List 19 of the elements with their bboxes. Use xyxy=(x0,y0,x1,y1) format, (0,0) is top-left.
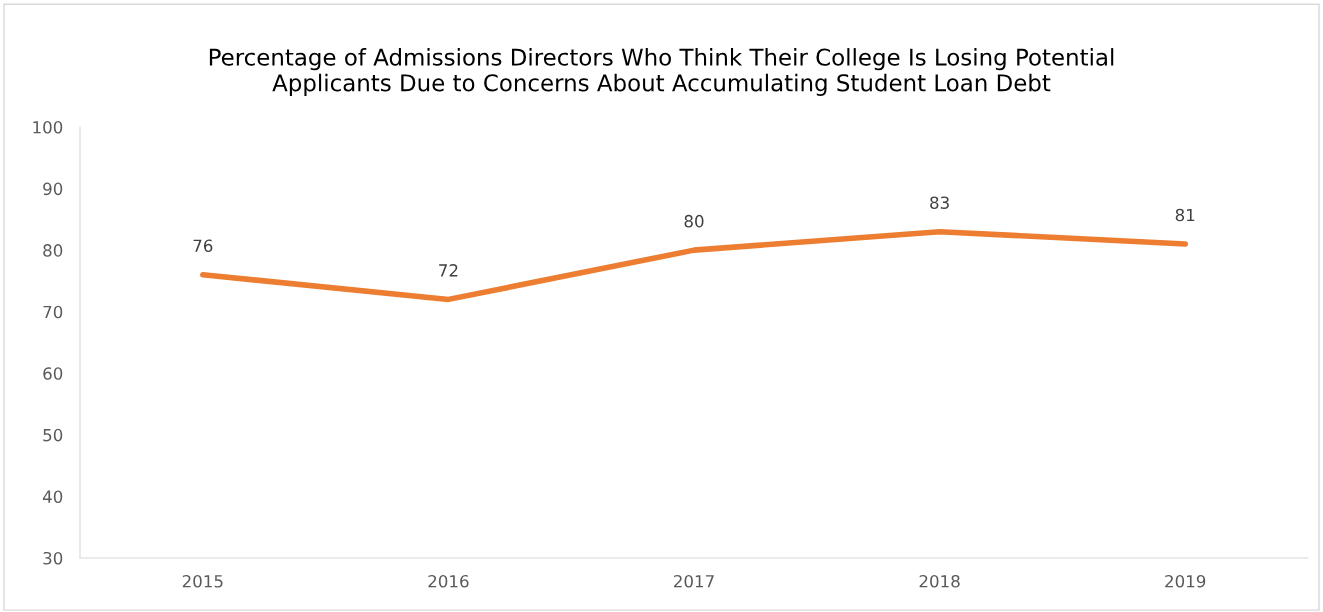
data-label: 83 xyxy=(930,196,949,209)
y-tick-label: 30 xyxy=(43,551,63,565)
y-tick-label: 100 xyxy=(33,120,63,134)
y-tick-label: 40 xyxy=(42,490,63,503)
y-tick-label: 90 xyxy=(43,182,63,196)
y-tick-label: 50 xyxy=(43,428,63,442)
data-label: 72 xyxy=(439,264,458,277)
x-tick-label: 2019 xyxy=(1165,574,1206,588)
data-label: 76 xyxy=(193,239,213,253)
x-tick-label: 2015 xyxy=(182,574,223,588)
x-tick-label: 2016 xyxy=(428,574,469,588)
x-tick-label: 2018 xyxy=(919,574,960,588)
y-tick-label: 80 xyxy=(43,244,63,257)
chart-title: Percentage of Admissions Directors Who Think Their College Is Losing Potential Applicants Due to Concerns About Accumulating Student Loan Debt xyxy=(209,48,1114,96)
x-tick-label: 2017 xyxy=(674,574,714,588)
y-tick-label: 60 xyxy=(43,367,63,380)
y-tick-label: 70 xyxy=(43,305,63,319)
data-label: 80 xyxy=(684,214,704,228)
data-label: 81 xyxy=(1175,208,1195,222)
